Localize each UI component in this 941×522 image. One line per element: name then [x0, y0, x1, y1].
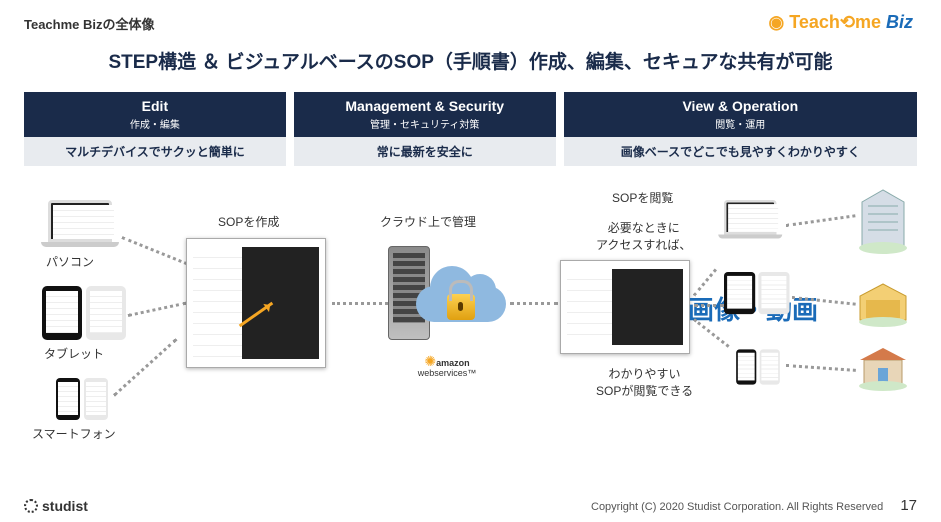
- tablet-white-icon: [86, 286, 126, 340]
- sop-create-panel: [186, 238, 326, 368]
- tablet-r1-icon: [724, 272, 755, 314]
- line-sop-server: [332, 302, 388, 305]
- label-phone: スマートフォン: [32, 426, 116, 443]
- line-tablet-sop: [128, 302, 187, 317]
- line-dev-bldg1: [786, 214, 856, 227]
- aws-line1: amazon: [436, 358, 470, 368]
- line-panel-tablet: [694, 304, 724, 307]
- col-mgmt-head: Management & Security 管理・セキュリティ対策: [294, 92, 556, 137]
- phone-r1-icon: [736, 349, 756, 384]
- phone-white-icon: [84, 378, 108, 420]
- col-mgmt-en: Management & Security: [298, 98, 552, 114]
- tablet-r2-icon: [758, 272, 789, 314]
- col-mgmt-jp: 管理・セキュリティ対策: [298, 116, 552, 131]
- diagram-stage: パソコン タブレット スマートフォン SOPを作成 クラウド上で管理 ✺amaz…: [0, 194, 941, 488]
- lock-icon: [447, 294, 475, 320]
- column-headers: Edit 作成・編集 マルチデバイスでサクッと簡単に Management & …: [24, 92, 917, 166]
- cloud-icon: [416, 268, 506, 322]
- footer: studist Copyright (C) 2020 Studist Corpo…: [24, 497, 917, 514]
- owl-icon: ◉: [768, 12, 784, 32]
- footer-company-text: studist: [42, 498, 88, 514]
- phone-right-icons: [736, 349, 780, 384]
- col-view-jp: 閲覧・運用: [568, 116, 913, 131]
- col-edit-head: Edit 作成・編集: [24, 92, 286, 137]
- label-sop-create: SOPを作成: [218, 214, 279, 231]
- tablet-right-icons: [724, 272, 790, 314]
- laptop-icon: [48, 200, 119, 247]
- col-view-sub: 画像ベースでどこでも見やすくわかりやすく: [564, 137, 917, 166]
- label-pc: パソコン: [46, 254, 94, 271]
- footer-company: studist: [24, 498, 88, 514]
- phone-r2-icon: [760, 349, 780, 384]
- line-pc-sop: [121, 236, 187, 265]
- logo-me: ⟲me: [840, 12, 881, 32]
- label-access-when: 必要なときに アクセスすれば、: [596, 220, 691, 254]
- brand-logo: ◉ Teach⟲me Biz: [768, 12, 913, 33]
- logo-biz: Biz: [886, 12, 913, 32]
- col-edit-sub: マルチデバイスでサクッと簡単に: [24, 137, 286, 166]
- tablet-black-icon: [42, 286, 82, 340]
- laptop-right-icon: [724, 200, 782, 239]
- shop-icon: [856, 344, 910, 394]
- line-server-view: [510, 302, 558, 305]
- page-number: 17: [900, 497, 917, 514]
- col-edit-en: Edit: [28, 98, 282, 114]
- warehouse-icon: [856, 278, 910, 330]
- label-easy-view: わかりやすい SOPが閲覧できる: [596, 366, 693, 400]
- aws-line2: webservices™: [418, 368, 477, 378]
- aws-logo: ✺amazon webservices™: [402, 354, 492, 379]
- phone-icons: [56, 378, 108, 420]
- logo-teach: Teach: [789, 12, 840, 32]
- label-cloud-manage: クラウド上で管理: [380, 214, 476, 231]
- label-tablet: タブレット: [44, 346, 104, 363]
- col-view-head: View & Operation 閲覧・運用: [564, 92, 917, 137]
- footer-right: Copyright (C) 2020 Studist Corporation. …: [591, 497, 917, 514]
- col-view-en: View & Operation: [568, 98, 913, 114]
- line-dev-bldg3: [786, 364, 856, 372]
- sop-view-panel: [560, 260, 690, 354]
- studist-ring-icon: [24, 499, 38, 513]
- footer-copyright: Copyright (C) 2020 Studist Corporation. …: [591, 501, 883, 513]
- phone-black-icon: [56, 378, 80, 420]
- label-sop-view: SOPを閲覧: [612, 190, 673, 207]
- slide-title: STEP構造 ＆ ビジュアルベースのSOP（手順書）作成、編集、セキュアな共有が…: [24, 47, 917, 74]
- col-mgmt-sub: 常に最新を安全に: [294, 137, 556, 166]
- tablet-icons: [42, 286, 126, 340]
- tower-building-icon: [856, 188, 910, 258]
- col-edit-jp: 作成・編集: [28, 116, 282, 131]
- line-phone-sop: [113, 338, 177, 396]
